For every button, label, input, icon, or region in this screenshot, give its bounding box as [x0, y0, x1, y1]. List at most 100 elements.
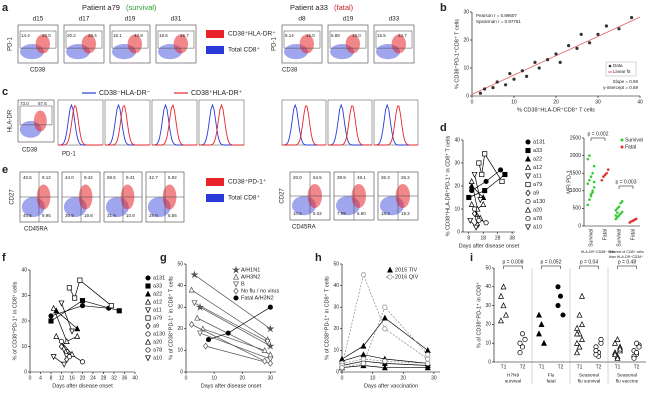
y-tick-label: 40: [485, 284, 491, 290]
gate-value: 10.8: [126, 213, 135, 218]
x-tick-label: 0: [29, 375, 32, 381]
data-point: [66, 354, 72, 360]
gate-value: 15.7: [180, 33, 189, 38]
data-point: [264, 339, 271, 346]
series-line: [208, 306, 271, 340]
y-tick-label: 40: [21, 267, 27, 273]
data-point: [491, 86, 495, 90]
x-tick-label: 10: [511, 99, 517, 105]
outcome: (fatal): [334, 3, 354, 12]
y-axis-label: MFI PD-1: [566, 170, 572, 194]
x-tick-label: 20: [553, 99, 559, 105]
data-point: [619, 212, 622, 215]
bracket: [617, 265, 637, 269]
data-point: [574, 324, 580, 331]
data-point: [588, 41, 592, 45]
density-red: [173, 34, 188, 54]
gate-value: 26.2: [401, 175, 410, 180]
x-axis-label: Days after disease onset: [52, 383, 113, 389]
data-point: [589, 175, 593, 179]
x-tick-label: 8: [50, 375, 53, 381]
legend-label: A/H1N1: [241, 267, 260, 273]
legend-label: a9: [533, 190, 539, 196]
x-tick-label: 20: [400, 375, 406, 381]
legend-label: a131: [153, 275, 165, 281]
panel-label: i: [470, 252, 473, 264]
legend-label: a130: [533, 199, 545, 205]
legend-marker: [145, 283, 151, 289]
series-line: [69, 279, 112, 306]
data-point: [360, 360, 366, 366]
histogram-frame: [151, 99, 198, 146]
x-tick-label: 36: [122, 375, 128, 381]
data-point: [619, 201, 622, 205]
data-point: [190, 270, 199, 279]
legend-label: Linear fit: [613, 69, 631, 74]
timepoint-label: T1: [539, 364, 545, 370]
gate-value: 5.56: [168, 213, 177, 218]
data-point: [575, 46, 579, 51]
data-point: [483, 220, 489, 226]
x-axis-label: Days after disease onset: [459, 243, 520, 249]
y-tick-label: 30: [177, 305, 183, 311]
data-point: [591, 171, 594, 175]
day-label: d19: [343, 16, 354, 23]
data-point: [479, 171, 485, 178]
density-red: [81, 34, 97, 54]
gate-value: 18.6: [159, 33, 168, 38]
data-point: [588, 154, 591, 157]
panel-label: g: [160, 252, 167, 264]
y-tick-label: 10: [21, 344, 27, 350]
data-point: [478, 91, 482, 95]
data-point: [466, 194, 472, 201]
data-point: [500, 283, 507, 290]
x-tick-label: 16: [69, 375, 75, 381]
y-tick-label: 500: [573, 206, 582, 212]
data-point: [63, 337, 70, 344]
legend-marker: [525, 215, 531, 222]
legend-marker: [525, 206, 531, 213]
gate-value: 16.1: [113, 33, 122, 38]
legend-label: a78: [153, 347, 162, 353]
panel-label: b: [440, 2, 447, 14]
data-point: [617, 214, 621, 217]
data-point: [617, 345, 623, 352]
data-point: [66, 285, 72, 291]
histogram-frame: [327, 99, 373, 146]
data-point: [498, 292, 504, 299]
data-point: [538, 320, 545, 327]
data-point: [588, 178, 591, 182]
data-point: [616, 211, 619, 214]
y-tick-label: 1000: [570, 188, 581, 194]
x-tick-label: 30: [268, 375, 274, 381]
y-tick-label: 10: [463, 65, 469, 71]
data-point: [630, 16, 634, 20]
series-line: [474, 174, 481, 200]
gate: [329, 30, 367, 49]
data-point: [603, 173, 607, 177]
data-point: [74, 332, 81, 339]
data-point: [58, 300, 65, 307]
legend-marker: [525, 164, 531, 171]
legend-label: CD38⁺PD-1⁺: [228, 179, 267, 186]
data-point: [574, 330, 580, 337]
legend-label: a20: [533, 207, 542, 213]
x-tick-label: 32: [111, 375, 117, 381]
gate-value: 69.5: [107, 175, 116, 180]
density-red: [299, 34, 314, 54]
legend-marker: [233, 281, 239, 288]
legend-label: a130: [153, 331, 165, 337]
y-tick-label: 20: [333, 326, 339, 332]
data-point: [476, 217, 482, 224]
series-line: [341, 273, 429, 369]
gate-value: 44.0: [65, 175, 74, 180]
caption: The rest of CD8+ cells: [608, 250, 644, 254]
data-point: [468, 177, 475, 184]
series-line: [191, 324, 271, 364]
y-tick-label: 0: [24, 369, 27, 375]
patient-title: Patient a33: [290, 3, 328, 12]
data-point: [605, 171, 608, 175]
gate-value: 20.0: [293, 175, 302, 180]
data-point: [557, 293, 564, 299]
y-tick-label: 50: [177, 261, 183, 267]
